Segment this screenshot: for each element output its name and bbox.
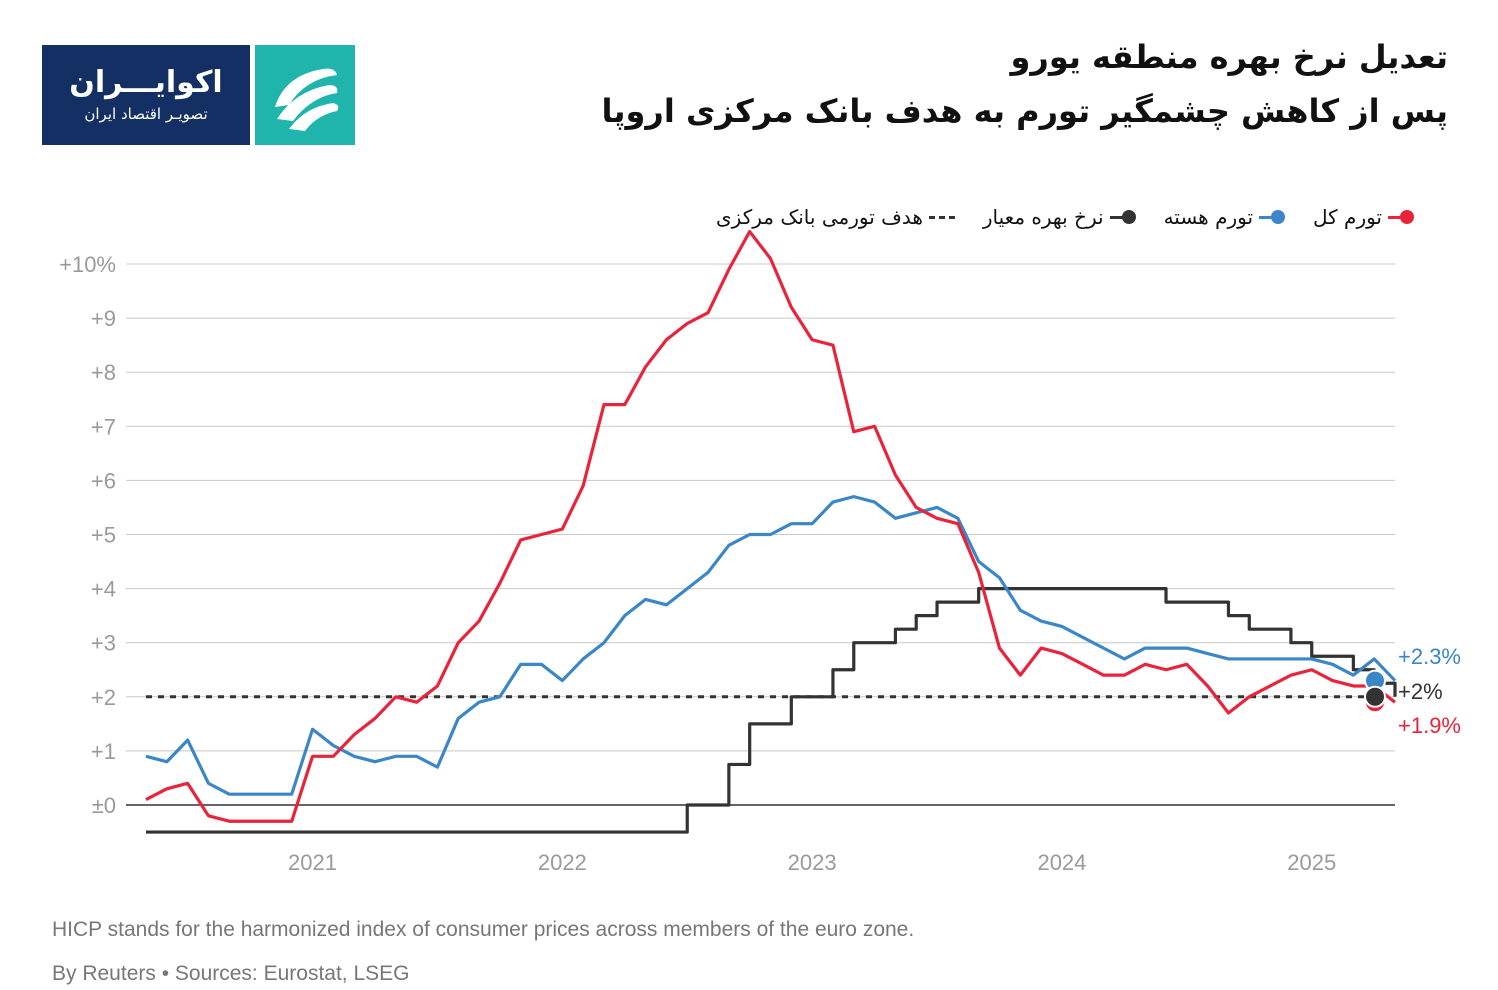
policy-rate-line [146,587,1397,834]
headline-inflation-line [145,229,1396,823]
footnote: HICP stands for the harmonized index of … [52,918,915,941]
chart-subtitle: پس از کاهش چشمگیر تورم به هدف بانک مرکزی… [601,92,1448,130]
y-tick-label: +8 [91,360,116,385]
rate-end-label: +2% [1398,679,1443,704]
y-tick-label: +10% [59,252,116,277]
y-tick-label: +1 [91,739,116,764]
rate-end-dot [1364,685,1386,708]
logo-emblem-icon [255,45,355,145]
legend-marker-rate [1109,210,1136,224]
legend-label: تورم کل [1313,205,1382,229]
x-tick-label: 2023 [788,850,837,875]
chart-title: تعدیل نرخ بهره منطقه یورو [1010,38,1449,76]
legend-label: نرخ بهره معیار [982,205,1104,229]
y-tick-label: +6 [91,468,116,493]
logo-wordmark: اکوایـــران تصویـر اقتصاد ایران [42,45,250,145]
logo-name: اکوایـــران [69,65,223,101]
x-tick-label: 2025 [1287,850,1336,875]
legend-item-core: تورم هسته [1163,205,1286,229]
y-tick-label: +7 [91,414,116,439]
core-inflation-line [145,495,1397,796]
legend-item-headline: تورم کل [1313,205,1414,229]
y-tick-label: +4 [91,577,116,602]
x-tick-label: 2022 [538,850,587,875]
legend-marker-core [1259,210,1286,224]
legend-label: هدف تورمی بانک مرکزی [716,205,923,229]
logo-tagline: تصویـر اقتصاد ایران [84,105,208,124]
headline-end-label: +1.9% [1398,713,1461,738]
legend-label: تورم هسته [1163,205,1254,229]
core-end-label: +2.3% [1398,644,1461,669]
y-tick-label: ±0 [92,793,116,818]
logo: اکوایـــران تصویـر اقتصاد ایران [42,45,355,145]
x-tick-label: 2024 [1037,850,1086,875]
source-note: By Reuters • Sources: Eurostat, LSEG [52,962,410,985]
y-tick-label: +5 [91,523,116,548]
x-tick-label: 2021 [288,850,337,875]
legend-item-rate: نرخ بهره معیار [983,205,1136,229]
legend-marker-target [928,210,955,224]
legend-marker-headline [1388,210,1414,224]
y-tick-label: +2 [91,685,116,710]
y-tick-label: +3 [91,631,116,656]
y-tick-label: +9 [91,306,116,331]
legend: تورم کل تورم هسته نرخ بهره معیار هدف تور… [716,205,1414,229]
legend-item-target: هدف تورمی بانک مرکزی [716,205,955,229]
